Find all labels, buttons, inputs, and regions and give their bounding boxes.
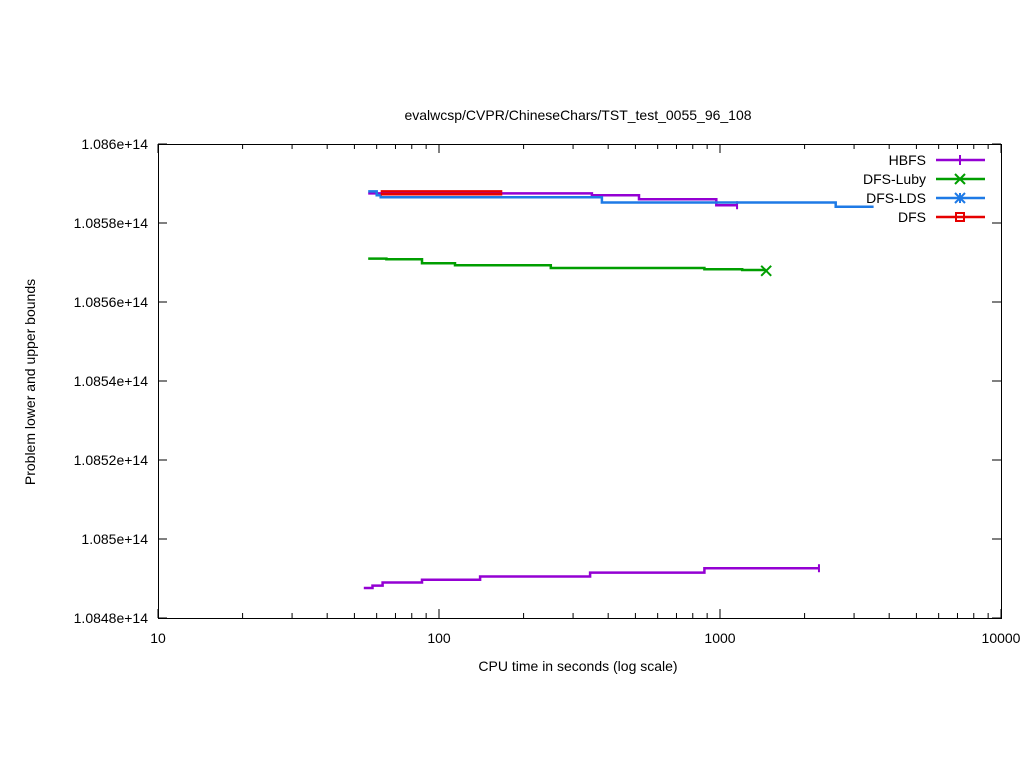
series-end-marker-stroke xyxy=(760,265,772,277)
series-layer xyxy=(363,190,874,590)
series-line xyxy=(363,566,819,590)
plot-area-frame xyxy=(158,144,1002,619)
series-dfs-luby xyxy=(368,257,772,277)
legend-marker-stroke xyxy=(954,192,966,204)
series-dfs-lds xyxy=(368,190,874,209)
y-tick-label: 1.0856e+14 xyxy=(74,294,149,310)
axis-ticks: 1.0848e+14 1.085e+14 1.0852e+14 1.0854e+14 1… xyxy=(74,136,1021,646)
legend-item: DFS xyxy=(898,209,985,225)
legend: HBFS DFS-Luby DFS-LDS DFS xyxy=(863,152,985,225)
legend-label: HBFS xyxy=(889,152,926,168)
y-tick-label: 1.0848e+14 xyxy=(74,610,149,626)
legend-marker xyxy=(955,212,965,222)
series-dfs xyxy=(380,190,503,196)
legend-marker-stroke xyxy=(954,173,966,185)
x-tick-label: 10 xyxy=(150,630,166,646)
series-end-marker xyxy=(760,265,772,277)
y-tick-label: 1.0852e+14 xyxy=(74,452,149,468)
legend-marker xyxy=(954,192,966,204)
legend-label: DFS xyxy=(898,209,926,225)
y-tick-label: 1.085e+14 xyxy=(81,531,148,547)
x-tick-label: 100 xyxy=(427,630,451,646)
y-tick-label: 1.0858e+14 xyxy=(74,215,149,231)
legend-label: DFS-Luby xyxy=(863,171,926,187)
legend-label: DFS-LDS xyxy=(866,190,926,206)
series-hbfs xyxy=(363,192,820,590)
series-line xyxy=(368,190,874,209)
x-axis-label: CPU time in seconds (log scale) xyxy=(478,658,677,674)
chart-title: evalwcsp/CVPR/ChineseChars/TST_test_0055… xyxy=(404,107,751,123)
y-axis-label: Problem lower and upper bounds xyxy=(22,279,38,485)
series-line xyxy=(368,192,738,207)
legend-marker-stroke xyxy=(955,212,965,222)
x-tick-label: 10000 xyxy=(982,630,1021,646)
legend-marker xyxy=(954,173,966,185)
legend-item: HBFS xyxy=(889,152,985,168)
legend-item: DFS-Luby xyxy=(863,171,985,187)
legend-marker xyxy=(955,155,965,165)
y-tick-label: 1.086e+14 xyxy=(81,136,148,152)
y-tick-label: 1.0854e+14 xyxy=(74,373,149,389)
x-tick-label: 1000 xyxy=(704,630,735,646)
legend-item: DFS-LDS xyxy=(866,190,985,206)
series-line xyxy=(368,257,767,272)
